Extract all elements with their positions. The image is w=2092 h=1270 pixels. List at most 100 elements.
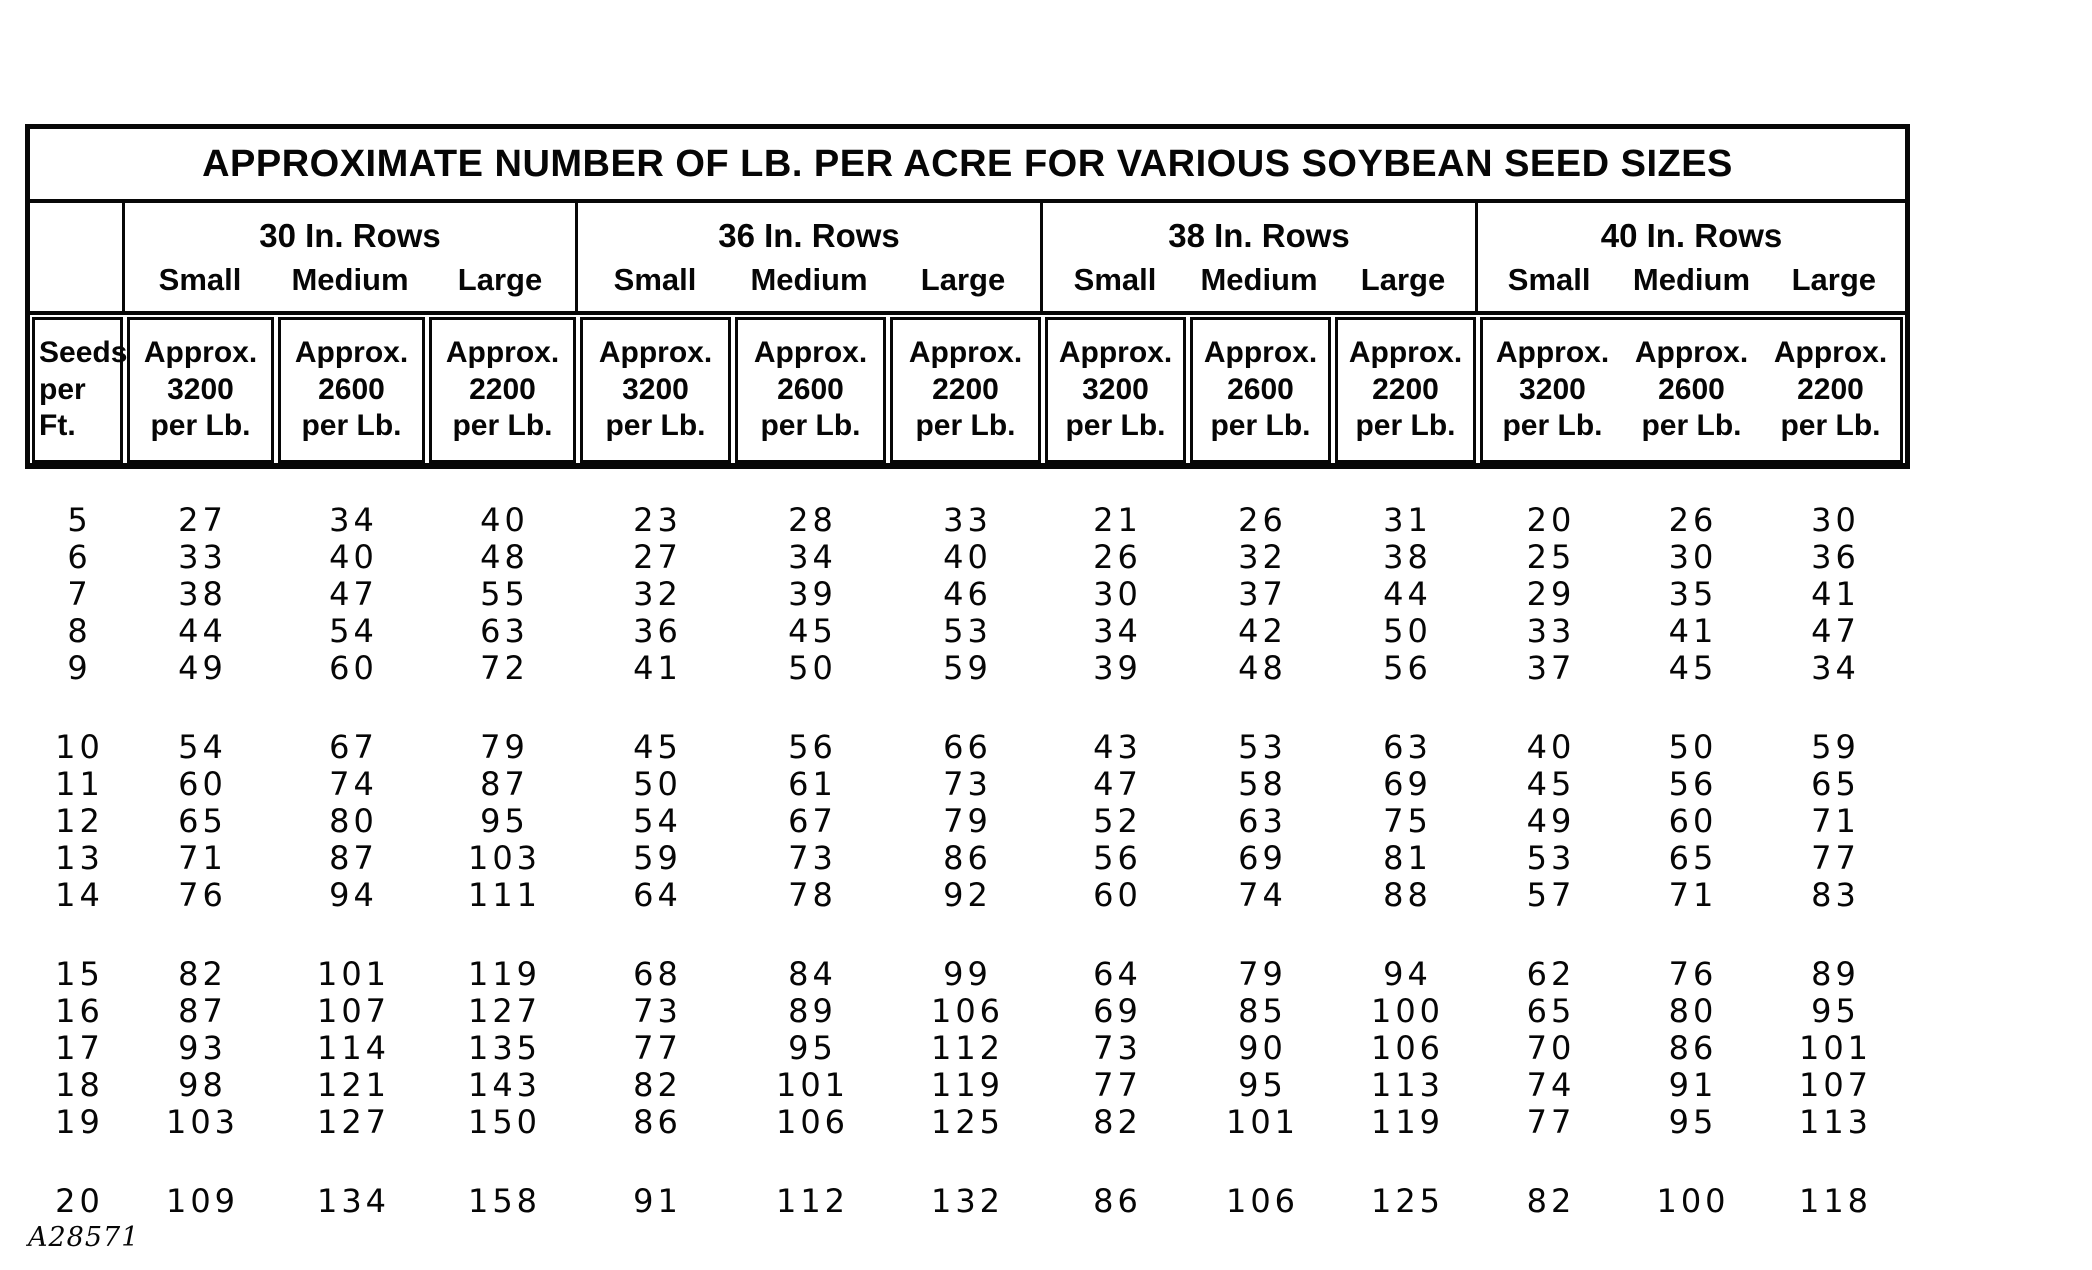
seeds-cell: 9 — [67, 649, 92, 687]
value-cell: 64 — [633, 876, 682, 914]
subheader-line: Approx. — [445, 336, 560, 370]
value-cell: 95 — [1668, 1103, 1718, 1141]
subheader-line: per Lb. — [915, 409, 1016, 443]
value-cell: 75 — [1383, 802, 1432, 840]
value-cell: 53 — [943, 612, 992, 650]
value-cell: 87 — [480, 765, 529, 803]
value-cell: 86 — [1668, 1029, 1718, 1067]
value-cell: 34 — [1093, 612, 1142, 650]
value-cell: 38 — [178, 575, 227, 613]
subheader-stack-c1: Approx. 2600 per Lb. — [1622, 335, 1761, 445]
value-cell: 113 — [1798, 1103, 1873, 1141]
subheader-cell-g1-c2: Approx. 2200 per Lb. — [888, 315, 1043, 463]
subheader-line: Approx. — [1348, 336, 1463, 370]
table-row: 20 109 134 158 91 112 132 86 106 125 82 100 118 — [30, 1182, 1910, 1220]
value-cell: 93 — [178, 1029, 227, 1067]
value-cell: 33 — [943, 501, 992, 539]
value-cell: 35 — [1668, 575, 1718, 613]
value-cell: 73 — [943, 765, 992, 803]
value-cell: 47 — [1093, 765, 1142, 803]
value-cell: 60 — [1093, 876, 1142, 914]
value-cell: 79 — [943, 802, 992, 840]
value-cell: 81 — [1383, 839, 1432, 877]
value-cell: 67 — [329, 728, 378, 766]
value-cell: 87 — [329, 839, 378, 877]
value-cell: 50 — [633, 765, 682, 803]
size-label-large: Large — [1360, 262, 1446, 297]
value-cell: 29 — [1526, 575, 1576, 613]
table-row: 13 71 87 103 59 73 86 56 69 81 53 65 77 — [30, 839, 1910, 877]
value-cell: 91 — [633, 1182, 682, 1220]
subheader-box-merged: Approx. 3200 per Lb. Approx. 2600 per Lb. Appr… — [1480, 317, 1903, 463]
size-label-medium: Medium — [1632, 262, 1751, 297]
value-cell: 34 — [329, 501, 378, 539]
table-title: APPROXIMATE NUMBER OF LB. PER ACRE FOR V… — [30, 129, 1905, 203]
value-cell: 63 — [1383, 728, 1432, 766]
value-cell: 94 — [329, 876, 378, 914]
value-cell: 88 — [1383, 876, 1432, 914]
seeds-cell: 7 — [67, 575, 92, 613]
value-cell: 94 — [1383, 955, 1432, 993]
seeds-cell: 15 — [55, 955, 104, 993]
value-cell: 112 — [775, 1182, 850, 1220]
value-cell: 69 — [1238, 839, 1287, 877]
value-cell: 114 — [316, 1029, 391, 1067]
size-label-small: Small — [1073, 262, 1157, 297]
value-cell: 45 — [1668, 649, 1718, 687]
value-cell: 59 — [633, 839, 682, 877]
value-cell: 66 — [943, 728, 992, 766]
value-cell: 65 — [1811, 765, 1860, 803]
subheader-cell-merged-g3: Approx. 3200 per Lb. Approx. 2600 per Lb. Appr… — [1478, 315, 1905, 463]
subheader-cell-g1-c0: Approx. 3200 per Lb. — [578, 315, 733, 463]
value-cell: 119 — [930, 1066, 1005, 1104]
value-cell: 86 — [943, 839, 992, 877]
subheader-line: per Lb. — [605, 409, 706, 443]
table-row: 7 38 47 55 32 39 46 30 37 44 29 35 41 — [30, 575, 1910, 613]
value-cell: 21 — [1093, 501, 1142, 539]
value-cell: 112 — [930, 1029, 1005, 1067]
value-cell: 61 — [788, 765, 837, 803]
table-row: 6 33 40 48 27 34 40 26 32 38 25 30 36 — [30, 538, 1910, 576]
seeds-header-line: Seeds — [39, 336, 128, 370]
value-cell: 40 — [329, 538, 378, 576]
soybean-seed-table: APPROXIMATE NUMBER OF LB. PER ACRE FOR V… — [25, 124, 1910, 1220]
group-label: 30 In. Rows — [259, 217, 441, 254]
subheader-cell-g2-c2: Approx. 2200 per Lb. — [1333, 315, 1478, 463]
value-cell: 77 — [1093, 1066, 1142, 1104]
table-row: 15 82 101 119 68 84 99 64 79 94 62 76 89 — [30, 955, 1910, 993]
value-cell: 103 — [467, 839, 542, 877]
value-cell: 82 — [633, 1066, 682, 1104]
value-cell: 65 — [1526, 992, 1576, 1030]
value-cell: 26 — [1238, 501, 1287, 539]
subheader-cell-g2-c0: Approx. 3200 per Lb. — [1043, 315, 1188, 463]
subheader-line: Approx. — [294, 336, 409, 370]
value-cell: 48 — [480, 538, 529, 576]
group-label: 38 In. Rows — [1168, 217, 1350, 254]
subheader-line: per Lb. — [301, 409, 402, 443]
value-cell: 59 — [1811, 728, 1860, 766]
value-cell: 100 — [1656, 1182, 1730, 1220]
value-cell: 89 — [1811, 955, 1860, 993]
value-cell: 34 — [788, 538, 837, 576]
value-cell: 65 — [178, 802, 227, 840]
subheader-line: 2600 — [318, 372, 385, 406]
subheader-line: Approx. — [598, 336, 713, 370]
value-cell: 101 — [1798, 1029, 1873, 1067]
subheader-line: Approx. — [1203, 336, 1318, 370]
value-cell: 44 — [1383, 575, 1432, 613]
value-cell: 47 — [329, 575, 378, 613]
value-cell: 70 — [1526, 1029, 1576, 1067]
value-cell: 127 — [467, 992, 542, 1030]
value-cell: 39 — [1093, 649, 1142, 687]
size-label-medium: Medium — [1200, 262, 1318, 297]
size-label-large: Large — [920, 262, 1006, 297]
value-cell: 31 — [1383, 501, 1432, 539]
group-cell-40in: 40 In. Rows Small Medium Large — [1478, 203, 1905, 311]
value-cell: 30 — [1093, 575, 1142, 613]
value-cell: 32 — [1238, 538, 1287, 576]
subheader-box: Approx. 2200 per Lb. — [890, 317, 1041, 463]
subheader-line: 3200 — [1519, 372, 1586, 406]
size-label-small: Small — [613, 262, 697, 297]
value-cell: 39 — [788, 575, 837, 613]
value-cell: 72 — [480, 649, 529, 687]
